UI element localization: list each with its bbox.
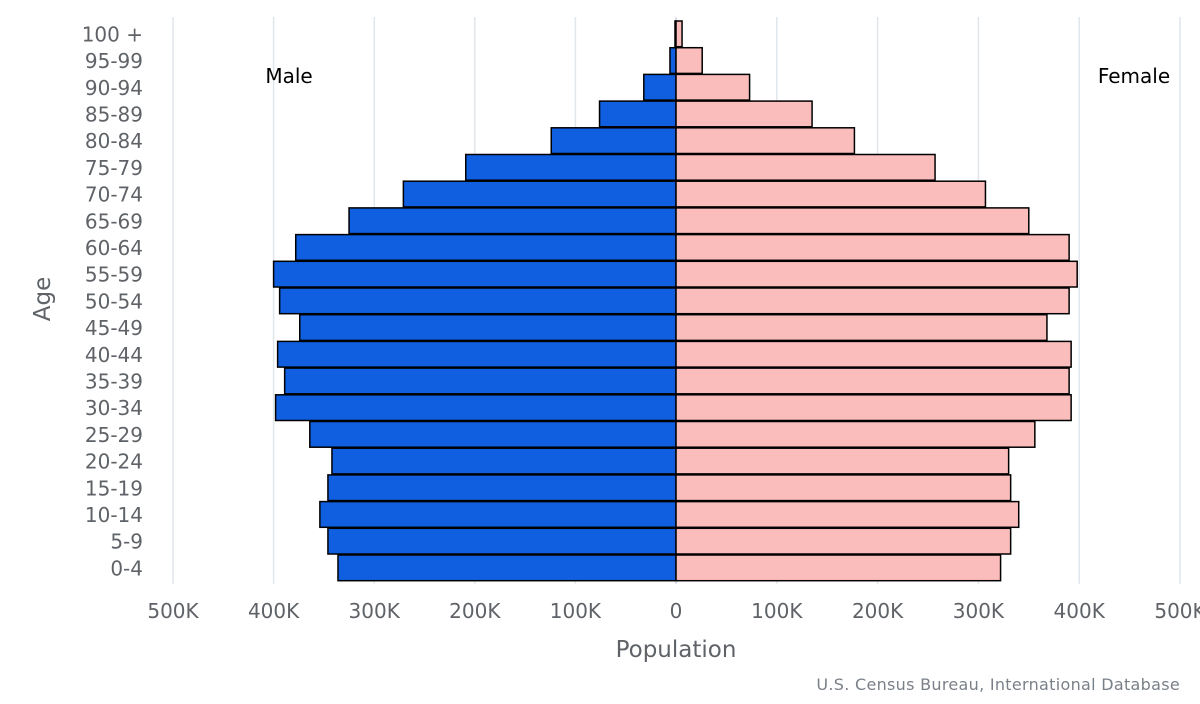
x-tick-label: 200K [852, 599, 904, 623]
bar-male-25-29[interactable] [309, 420, 677, 448]
bar-male-95-99[interactable] [669, 46, 677, 75]
bar-female-35-39[interactable] [675, 367, 1070, 395]
y-tick-label: 65-69 [85, 209, 143, 233]
y-tick-label: 40-44 [85, 343, 143, 367]
bar-male-30-34[interactable] [274, 394, 677, 422]
y-tick-label: 35-39 [85, 369, 143, 393]
y-tick-label: 75-79 [85, 156, 143, 180]
bar-male-15-19[interactable] [327, 474, 677, 502]
bar-male-0-4[interactable] [337, 554, 677, 582]
bar-male-75-79[interactable] [464, 153, 677, 181]
y-tick-label: 95-99 [85, 49, 143, 73]
bar-female-65-69[interactable] [675, 207, 1030, 235]
bar-male-60-64[interactable] [294, 233, 677, 262]
bar-female-85-89[interactable] [675, 100, 813, 128]
y-tick-label: 30-34 [85, 396, 143, 420]
x-tick-label: 300K [349, 599, 401, 623]
series-label-female: Female [1098, 64, 1170, 88]
bar-female-75-79[interactable] [675, 153, 936, 181]
bar-male-85-89[interactable] [598, 100, 677, 128]
bar-female-70-74[interactable] [675, 180, 987, 208]
bar-male-20-24[interactable] [331, 447, 677, 475]
y-axis-title: Age [30, 277, 56, 321]
x-tick-labels: 500K 400K 300K 200K 100K 0 100K 200K 300K 400K 500… [147, 599, 1200, 623]
y-tick-label: 100 + [82, 22, 143, 46]
series-label-male: Male [265, 64, 312, 88]
bar-female-0-4[interactable] [675, 554, 1002, 582]
y-tick-label: 60-64 [85, 236, 143, 260]
x-tick-label: 200K [449, 599, 501, 623]
x-tick-label: 500K [147, 599, 199, 623]
y-tick-label: 0-4 [110, 556, 143, 580]
bar-male-55-59[interactable] [272, 260, 677, 288]
bar-female-5-9[interactable] [675, 527, 1012, 555]
x-tick-label: 400K [248, 599, 300, 623]
x-tick-label: 100K [550, 599, 602, 623]
bar-male-50-54[interactable] [278, 287, 677, 315]
y-tick-label: 45-49 [85, 316, 143, 340]
bar-female-90-94[interactable] [675, 73, 751, 101]
y-tick-label: 25-29 [85, 423, 143, 447]
y-tick-label: 55-59 [85, 263, 143, 287]
y-tick-label: 80-84 [85, 129, 143, 153]
y-tick-label: 15-19 [85, 476, 143, 500]
x-tick-label: 100K [751, 599, 803, 623]
bar-male-90-94[interactable] [643, 73, 677, 101]
bar-male-45-49[interactable] [299, 313, 677, 342]
bar-female-15-19[interactable] [675, 474, 1012, 502]
source-credit: U.S. Census Bureau, International Databa… [816, 675, 1180, 694]
bar-female-60-64[interactable] [675, 233, 1070, 262]
bar-male-65-69[interactable] [348, 207, 677, 235]
x-tick-label: 0 [670, 599, 683, 623]
bar-female-20-24[interactable] [675, 447, 1010, 475]
x-axis-title: Population [616, 637, 737, 663]
bar-male-40-44[interactable] [276, 340, 677, 368]
bars [272, 20, 1078, 582]
y-tick-label: 10-14 [85, 503, 143, 527]
bar-female-55-59[interactable] [675, 260, 1078, 288]
bar-female-95-99[interactable] [675, 46, 703, 75]
y-tick-label: 90-94 [85, 76, 143, 100]
x-tick-label: 400K [1054, 599, 1106, 623]
bar-female-80-84[interactable] [675, 127, 856, 155]
bar-female-10-14[interactable] [675, 500, 1020, 529]
bar-female-30-34[interactable] [675, 394, 1072, 422]
bar-male-5-9[interactable] [327, 527, 677, 555]
bar-male-10-14[interactable] [319, 500, 677, 529]
bar-male-70-74[interactable] [402, 180, 677, 208]
y-tick-label: 5-9 [110, 530, 143, 554]
bar-male-35-39[interactable] [283, 367, 677, 395]
x-tick-label: 300K [953, 599, 1005, 623]
series-labels: Male Female [265, 64, 1170, 88]
bar-female-45-49[interactable] [675, 313, 1048, 342]
bar-male-80-84[interactable] [550, 127, 677, 155]
bar-female-25-29[interactable] [675, 420, 1036, 448]
y-tick-label: 85-89 [85, 102, 143, 126]
y-tick-label: 50-54 [85, 289, 143, 313]
y-tick-label: 70-74 [85, 183, 143, 207]
x-tick-label: 500K [1154, 599, 1200, 623]
y-tick-label: 20-24 [85, 450, 143, 474]
bar-female-40-44[interactable] [675, 340, 1072, 368]
bar-female-50-54[interactable] [675, 287, 1070, 315]
bar-female-100-[interactable] [675, 20, 683, 48]
